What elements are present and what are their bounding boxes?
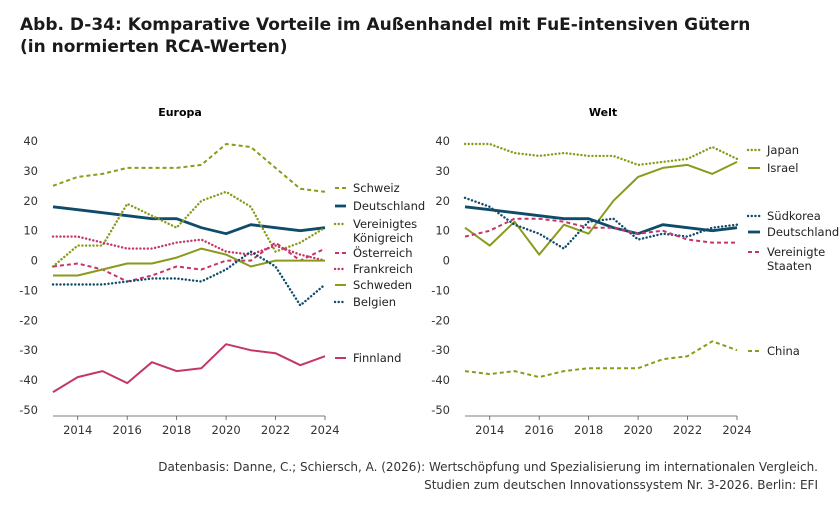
source-line-1: Datenbasis: Danne, C.; Schiersch, A. (20… [158, 460, 818, 474]
series-line-vereinigtes-königreich [51, 190, 327, 268]
legend-label-vereinigte-staaten: Staaten [767, 259, 812, 273]
y-tick-label: 20 [435, 194, 450, 208]
y-tick-label: 30 [23, 164, 38, 178]
series-line-schweiz [52, 143, 326, 193]
series-line-frankreich [51, 235, 327, 262]
y-tick-label: -50 [19, 403, 38, 417]
chart-welt: Welt 40 30 20 10 0 -10 -20 -30 -40 -50 2014 2016 2018… [431, 106, 839, 437]
series-line-deutschland [464, 205, 738, 236]
x-tick-label: 2020 [211, 423, 240, 437]
y-tick-label: -30 [19, 343, 38, 357]
x-tick-label: 2020 [623, 423, 652, 437]
legend-label-frankreich: Frankreich [353, 262, 413, 276]
y-tick-label: 10 [23, 224, 38, 238]
legend-label-china: China [767, 344, 800, 358]
x-tick-label: 2014 [475, 423, 504, 437]
y-tick-label: -40 [19, 373, 38, 387]
panel-title-europa: Europa [158, 106, 202, 119]
x-tick-label: 2022 [673, 423, 702, 437]
legend-label-japan: Japan [766, 143, 799, 157]
x-tick-label: 2016 [113, 423, 142, 437]
x-tick-label: 2024 [722, 423, 751, 437]
y-tick-label: 40 [435, 134, 450, 148]
series-line-japan [463, 142, 739, 167]
y-tick-label: -50 [431, 403, 450, 417]
x-tick-label: 2016 [525, 423, 554, 437]
y-tick-label: -30 [431, 343, 450, 357]
y-tick-label: 40 [23, 134, 38, 148]
legend-label-finnland: Finnland [353, 351, 401, 365]
y-tick-label: 30 [435, 164, 450, 178]
legend-label-vereinigtes-königreich: Königreich [353, 231, 413, 245]
panel-title-welt: Welt [589, 106, 617, 119]
legend-label-schweden: Schweden [353, 278, 412, 292]
series-line-schweden [53, 247, 325, 277]
legend-label-deutschland: Deutschland [353, 199, 425, 213]
y-tick-label: -40 [431, 373, 450, 387]
figure-title-line-2: (in normierten RCA-Werten) [20, 37, 288, 57]
x-tick-label: 2022 [261, 423, 290, 437]
legend-label-israel: Israel [767, 161, 798, 175]
legend-label-schweiz: Schweiz [353, 181, 400, 195]
x-tick-label: 2024 [310, 423, 339, 437]
chart-europa: Europa 40 30 20 10 0 -10 -20 -30 -40 -50 2014 2016 20… [19, 106, 425, 437]
series-line-israel [464, 161, 738, 256]
legend-label-belgien: Belgien [353, 295, 396, 309]
series-line-vereinigte-staaten [464, 217, 737, 244]
series-line-südkorea [463, 196, 739, 250]
x-tick-label: 2018 [574, 423, 603, 437]
legend-label-südkorea: Südkorea [767, 209, 821, 223]
legend-label-vereinigtes-königreich: Vereinigtes [353, 217, 417, 231]
y-tick-label: -10 [431, 283, 450, 297]
figure-title-line-1: Abb. D-34: Komparative Vorteile im Außen… [20, 15, 751, 35]
y-tick-label: 0 [443, 254, 450, 268]
legend-label-deutschland: Deutschland [767, 225, 839, 239]
y-tick-label: -10 [19, 283, 38, 297]
series-line-finnland [52, 343, 326, 393]
source-note: Datenbasis: Danne, C.; Schiersch, A. (20… [158, 458, 818, 494]
y-tick-label: 20 [23, 194, 38, 208]
series-line-china [464, 340, 738, 379]
y-tick-label: -20 [19, 313, 38, 327]
figure-title: Abb. D-34: Komparative Vorteile im Außen… [20, 14, 750, 58]
legend-label-österreich: Österreich [353, 244, 413, 260]
y-tick-label: 0 [31, 254, 38, 268]
x-tick-label: 2018 [162, 423, 191, 437]
series-line-belgien [51, 250, 327, 307]
y-tick-label: 10 [435, 224, 450, 238]
series-line-österreich [52, 241, 326, 283]
legend-label-vereinigte-staaten: Vereinigte [767, 245, 825, 259]
source-line-2: Studien zum deutschen Innovationssystem … [424, 478, 818, 492]
series-line-deutschland [52, 205, 326, 236]
y-tick-label: -20 [431, 313, 450, 327]
x-tick-label: 2014 [63, 423, 92, 437]
